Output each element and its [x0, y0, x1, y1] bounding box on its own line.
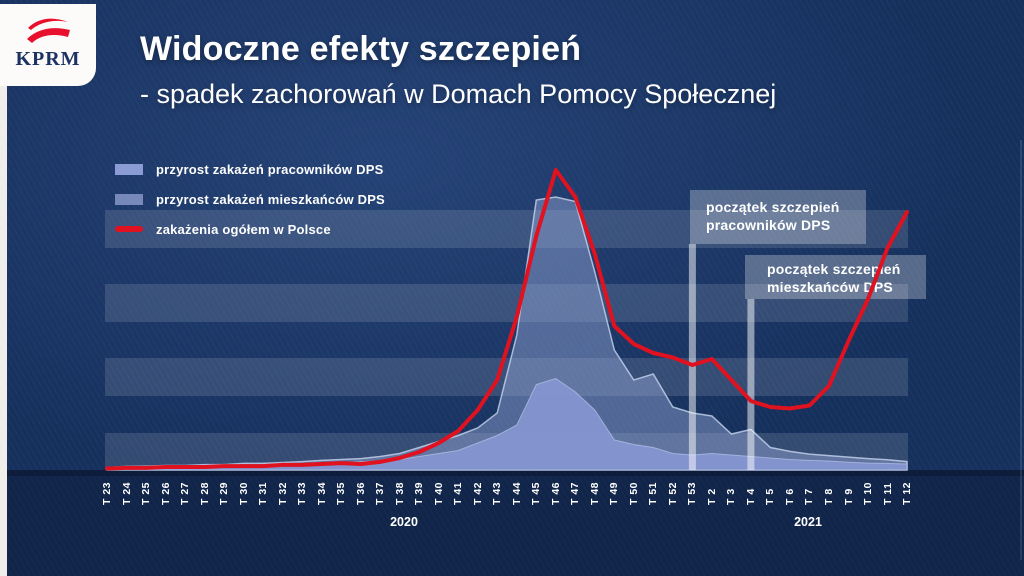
annotation-line: mieszkańców DPS — [767, 279, 893, 296]
gridline-stripe — [105, 433, 908, 471]
annotation-line: pracowników DPS — [706, 217, 831, 234]
legend-item-employees: przyrost zakażeń pracowników DPS — [115, 161, 385, 177]
kprm-logo-text: KPRM — [15, 48, 81, 70]
annotation-line: początek szczepień — [706, 199, 840, 215]
annotation-box-employees: początek szczepień pracowników DPS — [690, 190, 866, 244]
page-subtitle: - spadek zachorowań w Domach Pomocy Społ… — [140, 79, 777, 109]
legend-swatch-poland-total — [115, 226, 143, 232]
slide-right-edge — [1020, 140, 1022, 560]
title-block: Widoczne efekty szczepień - spadek zacho… — [140, 30, 776, 110]
legend-label: zakażenia ogółem w Polsce — [156, 221, 331, 237]
page-title: Widoczne efekty szczepień — [140, 30, 582, 68]
gridline-stripe — [105, 358, 908, 396]
legend-label: przyrost zakażeń mieszkańców DPS — [156, 191, 385, 207]
legend-item-poland-total: zakażenia ogółem w Polsce — [115, 221, 385, 237]
legend-item-residents: przyrost zakażeń mieszkańców DPS — [115, 191, 385, 207]
legend-swatch-residents — [115, 193, 143, 205]
slide-left-edge — [0, 4, 7, 576]
year-label-2020: 2020 — [390, 515, 418, 529]
legend-swatch-employees — [115, 163, 143, 175]
annotation-box-residents: początek szczepień mieszkańców DPS — [745, 255, 926, 299]
x-axis-footer — [0, 470, 1024, 576]
kprm-logo-box: KPRM — [0, 4, 96, 86]
year-label-2021: 2021 — [794, 515, 822, 529]
legend-label: przyrost zakażeń pracowników DPS — [156, 161, 384, 177]
kprm-flag-icon — [27, 18, 70, 43]
legend: przyrost zakażeń pracowników DPS przyros… — [115, 162, 385, 252]
annotation-line: początek szczepień — [767, 261, 901, 277]
